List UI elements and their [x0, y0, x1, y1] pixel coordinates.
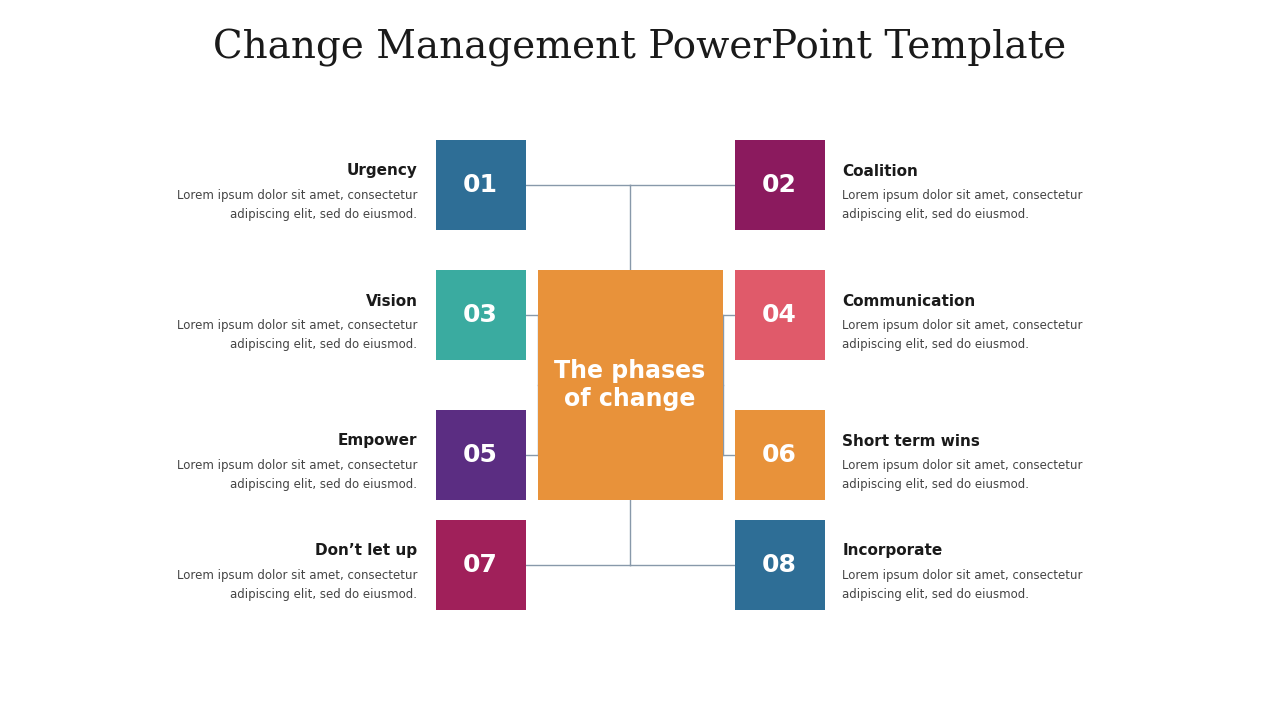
- Text: The phases
of change: The phases of change: [554, 359, 705, 411]
- Text: 01: 01: [463, 173, 498, 197]
- Text: Lorem ipsum dolor sit amet, consectetur
adipiscing elit, sed do eiusmod.: Lorem ipsum dolor sit amet, consectetur …: [177, 459, 417, 491]
- FancyBboxPatch shape: [735, 520, 824, 610]
- FancyBboxPatch shape: [435, 410, 526, 500]
- Text: Lorem ipsum dolor sit amet, consectetur
adipiscing elit, sed do eiusmod.: Lorem ipsum dolor sit amet, consectetur …: [842, 319, 1083, 351]
- FancyBboxPatch shape: [735, 270, 824, 360]
- Text: Lorem ipsum dolor sit amet, consectetur
adipiscing elit, sed do eiusmod.: Lorem ipsum dolor sit amet, consectetur …: [177, 569, 417, 601]
- Text: Lorem ipsum dolor sit amet, consectetur
adipiscing elit, sed do eiusmod.: Lorem ipsum dolor sit amet, consectetur …: [842, 189, 1083, 221]
- Text: 02: 02: [762, 173, 797, 197]
- Text: Lorem ipsum dolor sit amet, consectetur
adipiscing elit, sed do eiusmod.: Lorem ipsum dolor sit amet, consectetur …: [842, 459, 1083, 491]
- Text: Lorem ipsum dolor sit amet, consectetur
adipiscing elit, sed do eiusmod.: Lorem ipsum dolor sit amet, consectetur …: [842, 569, 1083, 601]
- Text: Change Management PowerPoint Template: Change Management PowerPoint Template: [214, 29, 1066, 67]
- FancyBboxPatch shape: [538, 270, 722, 500]
- Text: Urgency: Urgency: [347, 163, 417, 179]
- Text: Communication: Communication: [842, 294, 975, 308]
- Text: 08: 08: [762, 553, 797, 577]
- FancyBboxPatch shape: [435, 140, 526, 230]
- Text: Coalition: Coalition: [842, 163, 918, 179]
- Text: Lorem ipsum dolor sit amet, consectetur
adipiscing elit, sed do eiusmod.: Lorem ipsum dolor sit amet, consectetur …: [177, 189, 417, 221]
- FancyBboxPatch shape: [435, 520, 526, 610]
- Text: Lorem ipsum dolor sit amet, consectetur
adipiscing elit, sed do eiusmod.: Lorem ipsum dolor sit amet, consectetur …: [177, 319, 417, 351]
- FancyBboxPatch shape: [735, 410, 824, 500]
- Text: 06: 06: [762, 443, 797, 467]
- Text: 03: 03: [463, 303, 498, 327]
- Text: Don’t let up: Don’t let up: [315, 544, 417, 559]
- Text: 07: 07: [463, 553, 498, 577]
- Text: 05: 05: [463, 443, 498, 467]
- Text: Incorporate: Incorporate: [842, 544, 943, 559]
- Text: Short term wins: Short term wins: [842, 433, 980, 449]
- FancyBboxPatch shape: [435, 270, 526, 360]
- Text: 04: 04: [762, 303, 797, 327]
- Text: Vision: Vision: [366, 294, 417, 308]
- Text: Empower: Empower: [338, 433, 417, 449]
- FancyBboxPatch shape: [735, 140, 824, 230]
